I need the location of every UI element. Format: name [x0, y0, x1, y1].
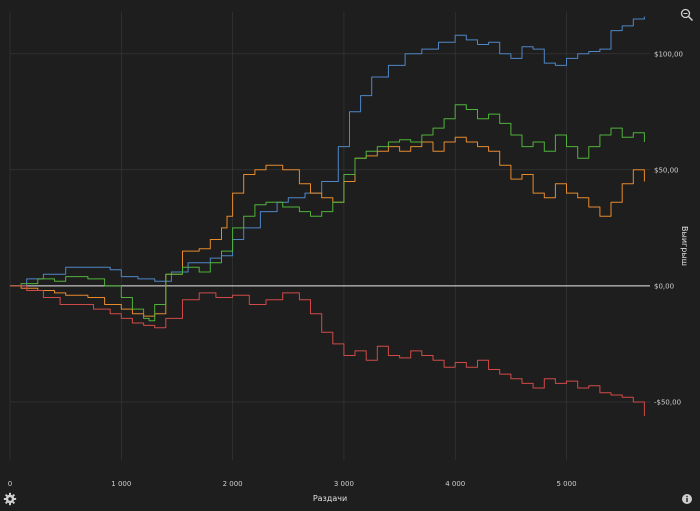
y-tick-label: $0,00: [654, 282, 674, 290]
y-axis-ticks: $100,00 $50,00 $0,00 -$50,00: [654, 50, 683, 406]
y-axis-title: Выигрыш: [680, 226, 689, 266]
x-axis-title: Раздачи: [313, 494, 347, 503]
x-tick-label: 3 000: [334, 480, 354, 488]
series-line-0: [10, 16, 645, 287]
y-tick-label: $100,00: [654, 50, 683, 58]
y-tick-label: $50,00: [654, 166, 679, 174]
series-line-3: [10, 285, 645, 416]
info-icon[interactable]: [680, 491, 694, 505]
zoom-icon[interactable]: [680, 7, 694, 22]
series-line-2: [10, 104, 645, 322]
series-lines: [10, 16, 645, 416]
gear-icon[interactable]: [3, 491, 17, 506]
x-tick-label: 4 000: [445, 480, 465, 488]
x-tick-label: 5 000: [556, 480, 576, 488]
x-tick-label: 0: [8, 480, 12, 488]
y-tick-label: -$50,00: [654, 398, 681, 406]
series-line-1: [10, 136, 645, 317]
grid-lines: [9, 12, 650, 460]
x-tick-label: 2 000: [223, 480, 243, 488]
x-axis-ticks: 0 1 000 2 000 3 000 4 000 5 000: [8, 480, 577, 488]
x-tick-label: 1 000: [111, 480, 131, 488]
